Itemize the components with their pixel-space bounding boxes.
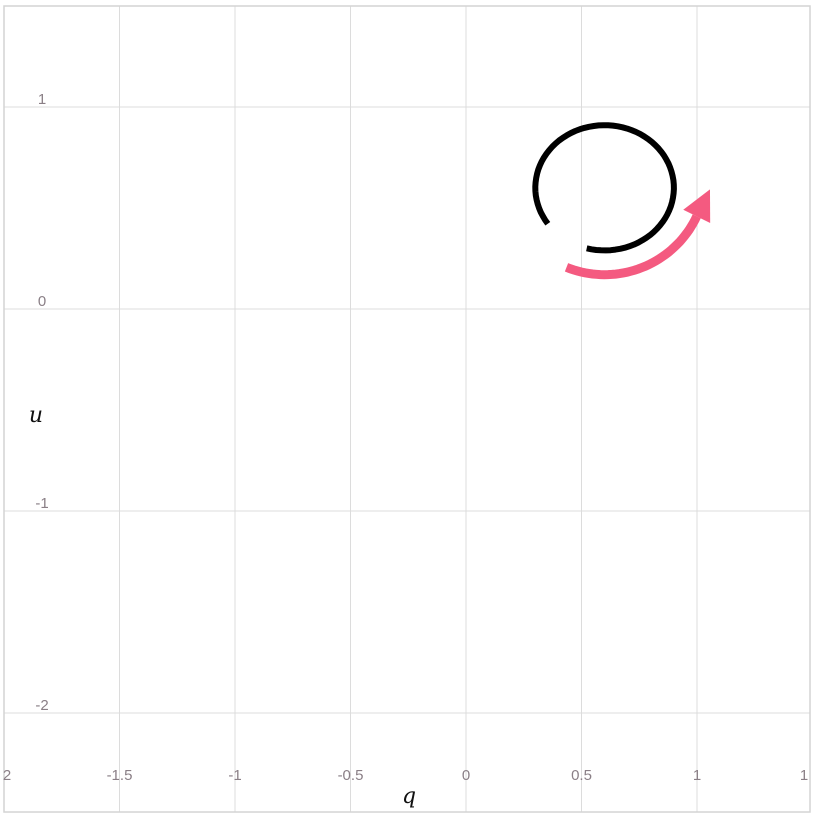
- x-tick-label: 1: [800, 767, 808, 784]
- x-tick-label: 1: [693, 767, 701, 784]
- y-tick-label: -1: [35, 495, 48, 512]
- x-tick-label: -1: [228, 767, 241, 784]
- x-tick-label: 2: [3, 767, 11, 784]
- x-axis-label: q: [402, 784, 416, 809]
- plot-background: [4, 6, 810, 812]
- y-tick-label: -2: [35, 697, 48, 714]
- x-tick-label: -0.5: [338, 767, 364, 784]
- x-tick-label: 0.5: [571, 767, 592, 784]
- x-tick-label: 0: [462, 767, 470, 784]
- y-axis-label: u: [29, 403, 43, 428]
- y-tick-label: 0: [38, 293, 46, 310]
- y-tick-label: 1: [38, 91, 46, 108]
- x-tick-label: -1.5: [107, 767, 133, 784]
